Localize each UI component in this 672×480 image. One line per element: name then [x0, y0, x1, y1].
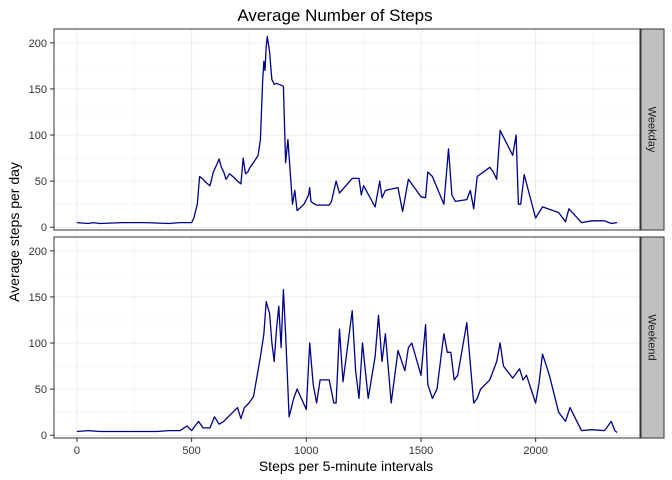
series-line-weekday [76, 35, 618, 225]
facet-panels: 0 50 100 150 200 Weekday 0 50 100 150 200 Weekend [29, 28, 665, 442]
x-tick-label: 1000 [294, 445, 318, 457]
facet-strip [640, 236, 665, 439]
panel-background [54, 29, 640, 230]
y-tick-label: 100 [29, 130, 47, 142]
series-line-weekend [76, 288, 618, 434]
x-axis-title: Steps per 5-minute intervals [259, 458, 433, 474]
y-tick-label: 0 [41, 430, 47, 442]
y-tick-label: 150 [29, 292, 47, 304]
y-tick-label: 50 [35, 384, 47, 396]
y-axis-title: Average steps per day [6, 162, 22, 302]
x-tick-label: 500 [182, 445, 200, 457]
facet-panel-weekday: 0 50 100 150 200 Weekday [29, 28, 665, 234]
y-tick-label: 150 [29, 84, 47, 96]
x-tick-label: 0 [74, 445, 80, 457]
y-tick-label: 50 [35, 176, 47, 188]
facet-strip [640, 28, 665, 231]
facet-strip-label: Weekday [646, 107, 658, 153]
chart-title: Average Number of Steps [237, 6, 432, 25]
x-tick-label: 1500 [409, 445, 433, 457]
panel-border [53, 28, 641, 231]
facet-panel-weekend: 0 50 100 150 200 Weekend [29, 236, 665, 442]
panel-background [54, 237, 640, 438]
x-tick-label: 2000 [523, 445, 547, 457]
y-tick-label: 100 [29, 338, 47, 350]
facet-strip-label: Weekend [646, 314, 658, 360]
y-tick-label: 200 [29, 38, 47, 50]
y-tick-label: 0 [41, 222, 47, 234]
panel-border [53, 236, 641, 439]
y-tick-label: 200 [29, 246, 47, 258]
x-axis: 0 500 1000 1500 2000 [74, 438, 548, 457]
